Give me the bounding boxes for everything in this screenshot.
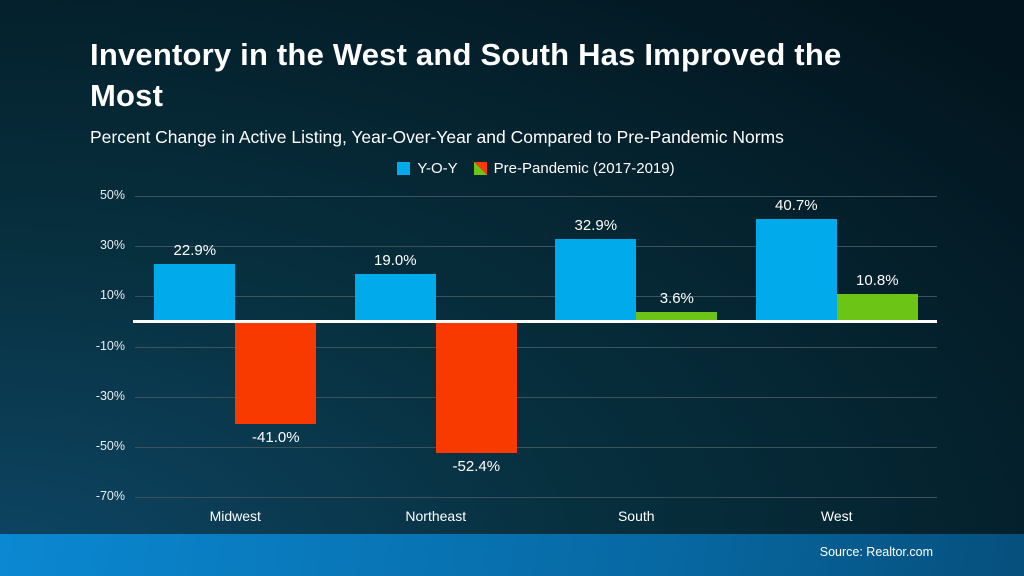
chart-legend: Y-O-Y Pre-Pandemic (2017-2019) bbox=[135, 160, 937, 177]
bar-yoy-south bbox=[555, 238, 637, 322]
page-subtitle: Percent Change in Active Listing, Year-O… bbox=[90, 127, 784, 147]
gridline bbox=[135, 246, 937, 248]
bar-yoy-northeast bbox=[354, 273, 436, 322]
pre-pandemic-swatch-icon bbox=[473, 162, 487, 175]
bar-yoy-west bbox=[755, 219, 837, 322]
zero-baseline bbox=[133, 319, 937, 323]
legend-item-label: Pre-Pandemic (2017-2019) bbox=[493, 160, 675, 177]
yoy-swatch-icon bbox=[397, 162, 411, 175]
y-axis-tick-label: -10% bbox=[95, 338, 125, 353]
bar-value-label-pre-pandemic-west: 10.8% bbox=[856, 272, 899, 290]
legend-item-yoy: Y-O-Y bbox=[397, 160, 458, 177]
bar-value-label-pre-pandemic-midwest: -41.0% bbox=[252, 429, 300, 447]
bar-value-label-yoy-midwest: 22.9% bbox=[173, 242, 217, 259]
x-axis-label-west: West bbox=[820, 508, 853, 524]
footer-bar: Source: Realtor.com bbox=[0, 534, 1024, 576]
bar-pre-pandemic-midwest bbox=[235, 321, 317, 425]
bar-value-label-yoy-south: 32.9% bbox=[574, 216, 618, 234]
gridline bbox=[135, 396, 937, 398]
bar-pre-pandemic-west bbox=[836, 294, 918, 322]
bar-value-label-yoy-west: 40.7% bbox=[775, 197, 818, 215]
bar-chart-plot-area: 50% 30% 10% -10% -30% -50% -70% 22.9% -41.0% Midw… bbox=[96, 188, 937, 524]
bar-yoy-midwest bbox=[154, 264, 236, 322]
gridline bbox=[135, 196, 937, 197]
gridline bbox=[135, 346, 937, 348]
bar-value-label-pre-pandemic-northeast: -52.4% bbox=[452, 457, 501, 475]
y-axis-tick-label: 30% bbox=[99, 238, 125, 253]
y-axis-tick-label: 50% bbox=[99, 188, 125, 202]
gridline bbox=[135, 497, 937, 498]
legend-item-label: Y-O-Y bbox=[417, 160, 458, 177]
y-axis-tick-label: 10% bbox=[99, 288, 125, 303]
y-axis-tick-label: -30% bbox=[95, 388, 125, 403]
bar-pre-pandemic-northeast bbox=[435, 321, 517, 453]
page-title: Inventory in the West and South Has Impr… bbox=[90, 37, 842, 114]
y-axis-tick-label: -70% bbox=[95, 489, 125, 503]
bar-pre-pandemic-south bbox=[636, 312, 718, 322]
y-axis-tick-label: -50% bbox=[95, 438, 125, 453]
bar-value-label-yoy-northeast: 19.0% bbox=[374, 251, 417, 269]
gridline bbox=[135, 296, 937, 298]
source-attribution: Source: Realtor.com bbox=[819, 545, 933, 559]
bar-value-label-pre-pandemic-south: 3.6% bbox=[659, 290, 694, 308]
x-axis-label-south: South bbox=[617, 508, 655, 524]
x-axis-label-northeast: Northeast bbox=[405, 508, 467, 524]
x-axis-label-midwest: Midwest bbox=[209, 508, 261, 524]
gridline bbox=[135, 446, 937, 448]
legend-item-pre-pandemic: Pre-Pandemic (2017-2019) bbox=[473, 160, 675, 177]
